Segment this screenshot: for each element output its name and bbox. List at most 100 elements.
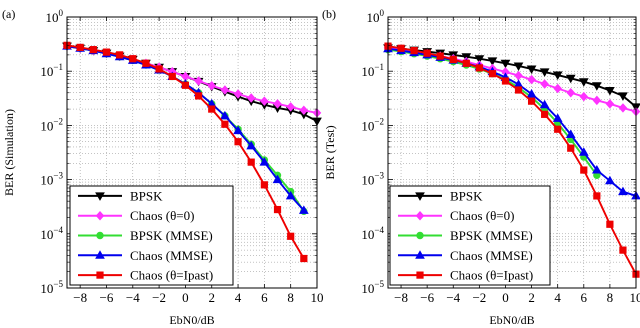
x-tick-label: −2 [472,290,486,305]
legend-label: BPSK [130,188,163,203]
data-point [89,46,97,54]
data-point [194,92,203,100]
legend-label: BPSK (MMSE) [450,228,533,243]
data-point [208,105,216,113]
data-point [247,158,255,166]
data-point [580,166,588,174]
data-point [619,246,627,254]
legend-entry: Chaos (θ=Ipast) [78,268,213,283]
data-point [593,192,601,200]
y-tick-label: 10−2 [361,116,384,133]
data-point [578,147,589,156]
legend-label: Chaos (θ=0) [130,208,194,223]
y-axis-label: BER (Simulation) [2,109,16,196]
data-point [514,86,523,94]
data-point [488,70,497,78]
legend-marker [416,271,424,279]
y-tick-label: 100 [46,8,64,25]
data-point [540,79,549,89]
y-tick-label: 10−3 [40,171,63,188]
x-tick-label: 2 [528,290,535,305]
data-point [207,80,217,91]
x-tick-label: −8 [394,290,408,305]
legend-marker [415,250,425,259]
data-point [286,102,295,112]
x-tick-label: −4 [126,290,140,305]
legend-entry: Chaos (MMSE) [78,248,213,263]
x-tick-label: −6 [420,290,434,305]
legend-marker [95,250,105,259]
data-point [462,59,470,67]
data-point [566,88,576,98]
data-point [102,48,111,56]
data-point [618,92,628,101]
data-point [233,89,243,99]
data-point [618,103,628,113]
legend: BPSK Chaos (θ=0) BPSK (MMSE) Chaos (MMSE) Ch… [69,185,234,286]
data-point [605,87,615,96]
legend-marker [415,210,425,221]
data-point [423,49,431,57]
legend-entry: Chaos (θ=0) [78,208,194,223]
panel-label: (b) [322,7,336,21]
axes-frame [66,16,318,289]
legend-box [389,185,551,286]
legend: BPSK Chaos (θ=0) BPSK (MMSE) Chaos (MMSE) Ch… [389,185,551,286]
data-point [527,74,536,85]
data-point [501,77,510,85]
data-point [591,165,602,174]
data-point [553,83,562,94]
data-point [273,99,282,109]
data-point [287,232,295,240]
data-point [300,254,308,263]
data-point [539,68,550,77]
data-point [592,95,602,106]
data-point [567,144,575,152]
data-point [539,99,550,109]
data-point [246,93,256,103]
x-tick-label: 8 [607,290,614,305]
y-tick-label: 10−5 [361,279,384,296]
data-point [220,85,230,95]
data-point [513,62,524,71]
y-axis-label: BER (Test) [323,125,337,179]
legend-label: Chaos (θ=0) [450,208,514,223]
legend-entry: BPSK [78,188,163,203]
data-point [259,157,270,166]
legend-entry: Chaos (θ=Ipast) [398,268,533,283]
data-point [449,55,457,64]
legend-entry: Chaos (θ=0) [398,208,514,223]
x-tick-label: 2 [208,290,215,305]
y-tick-label: 10−2 [40,116,63,133]
data-point [246,140,257,150]
data-point [221,120,229,128]
y-tick-label: 10−5 [40,279,63,296]
legend-entry: BPSK (MMSE) [398,228,533,243]
legend-label: BPSK [450,188,483,203]
data-point [260,96,269,106]
panel-a: −8 −6 −4 −2 0 2 4 6 8 10 100 10−1 10−2 10−3 10−4 10−5 Eb… [2,7,324,327]
data-point [285,190,296,200]
x-tick-label: 0 [182,290,189,305]
data-point [487,57,498,66]
data-point [552,113,563,122]
data-point [410,46,418,55]
data-point [475,64,483,72]
data-point [526,65,537,74]
x-tick-label: −6 [100,290,114,305]
y-tick-label: 10−1 [361,62,384,79]
data-point [220,110,230,120]
data-point [526,88,537,98]
data-point [272,174,283,184]
x-tick-label: −2 [152,290,166,305]
legend-entry: BPSK (MMSE) [78,228,213,243]
series-chaos-ipast- [63,41,308,263]
data-point [397,44,405,52]
y-tick-label: 100 [367,8,385,25]
data-point [76,43,84,51]
x-tick-label: 8 [287,290,294,305]
x-axis-label: EbN0/dB [489,313,534,327]
x-tick-label: 6 [581,290,588,305]
data-point [579,91,589,102]
